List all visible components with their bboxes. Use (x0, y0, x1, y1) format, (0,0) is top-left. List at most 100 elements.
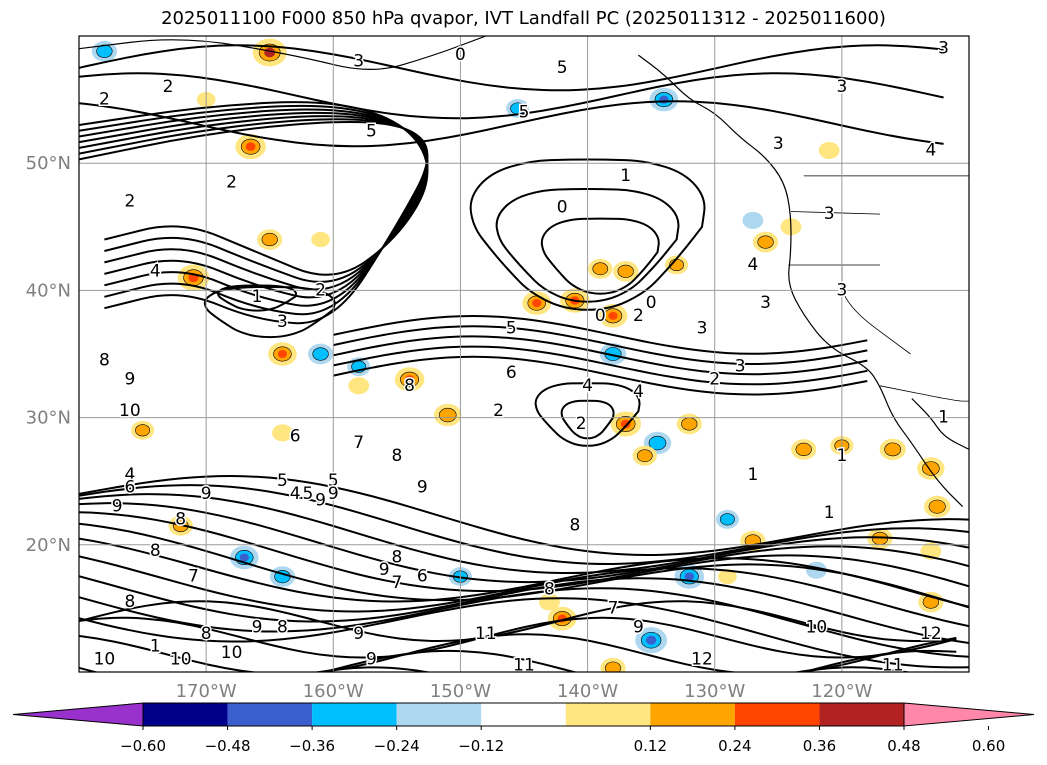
colorbar-tick-label: −0.24 (374, 737, 420, 755)
contour-label: 8 (201, 624, 212, 644)
colorbar-segment (565, 703, 651, 726)
contour-line-2 (79, 493, 969, 575)
contour-label: 3 (824, 204, 835, 224)
colorbar-tick-label: −0.48 (205, 737, 251, 755)
contour-label: 2 (315, 280, 326, 300)
contour-label: 5 (302, 484, 313, 504)
contour-label: 4 (747, 255, 758, 275)
x-tick-labels: 170°W 160°W 150°W 140°W 130°W 120°W (176, 681, 873, 702)
contour-label: 6 (506, 363, 517, 383)
contour-lines (79, 44, 969, 672)
contour-label: 8 (175, 509, 186, 529)
contour-line-14 (79, 649, 957, 672)
contour-line-25 (333, 335, 868, 376)
coastline-north-america (638, 54, 964, 508)
contour-line-29 (495, 187, 680, 303)
contour-label: 3 (760, 293, 771, 313)
contour-line-12 (79, 616, 957, 659)
shade-core-24 (684, 572, 695, 581)
shade-core-36 (239, 553, 249, 562)
shade-core-20 (620, 419, 631, 429)
shade-core-10 (404, 375, 415, 384)
contour-label: 2 (163, 77, 174, 97)
contour-label: 9 (328, 484, 339, 504)
contour-label: 7 (188, 567, 199, 587)
colorbar-segment (481, 703, 566, 726)
shade-mid-11 (438, 407, 457, 423)
contour-label: 9 (315, 490, 326, 510)
y-tick-label: 30°N (26, 408, 71, 429)
shade-mid-22 (681, 417, 698, 431)
colorbar-extend-min (12, 702, 144, 727)
contour-line-22 (79, 120, 429, 325)
contour-label: 3 (836, 280, 847, 300)
contour-label: 8 (404, 376, 415, 396)
shade-mid-3 (96, 44, 113, 58)
contour-label: 3 (836, 77, 847, 97)
chart-title: 2025011100 F000 850 hPa qvapor, IVT Land… (161, 8, 886, 29)
shade-mid-21 (648, 435, 667, 451)
contour-label: 3 (773, 134, 784, 154)
colorbar-tick-label: 0.36 (803, 737, 836, 755)
contour-label: 2 (493, 401, 504, 421)
contour-label: 5 (277, 471, 288, 491)
contour-label: 5 (519, 102, 530, 122)
colorbar-tick-label: −0.36 (289, 737, 335, 755)
contour-label: 3 (735, 357, 746, 377)
colorbar-tick-label: 0.60 (972, 737, 1005, 755)
contour-line-17 (79, 104, 429, 283)
x-tick-label: 160°W (303, 681, 364, 702)
colorbar-extend-max (903, 702, 1035, 727)
contour-line-19 (79, 111, 429, 299)
contour-label: 10 (119, 401, 141, 421)
contour-label: 8 (391, 446, 402, 466)
y-tick-labels: 20°N 30°N 40°N 50°N (26, 153, 71, 556)
contour-label: 8 (99, 350, 110, 370)
contour-label: 0 (557, 198, 568, 218)
shaded-layer (91, 38, 951, 672)
contour-label: 9 (201, 484, 212, 504)
contour-line-31 (534, 382, 641, 447)
contour-label: 9 (633, 617, 644, 637)
contour-line-33 (203, 285, 336, 339)
contour-label: 8 (569, 516, 580, 536)
y-tick-label: 20°N (26, 535, 71, 556)
contour-line-5 (79, 522, 969, 609)
contour-label: 9 (252, 617, 263, 637)
contour-label: 7 (608, 598, 619, 618)
plot-frame (78, 35, 970, 673)
contour-line-36 (79, 72, 944, 120)
shade-mid-15 (592, 262, 609, 276)
contour-label: 0 (455, 45, 466, 65)
shade-core-0 (264, 47, 276, 58)
shade-core-12 (532, 299, 542, 308)
contour-label: 7 (391, 573, 402, 593)
contour-label: 2 (99, 90, 110, 110)
contour-label: 5 (557, 58, 568, 78)
contour-label: 8 (544, 579, 555, 599)
contour-line-24 (333, 325, 868, 366)
shade-mid-43 (604, 661, 622, 672)
coastlines (79, 36, 969, 508)
contour-label: 1 (620, 166, 631, 186)
contour-label: 10 (170, 649, 192, 669)
contour-label: 1 (824, 503, 835, 523)
shade-core-16 (608, 311, 618, 320)
colorbar-tick-label: 0.48 (887, 737, 920, 755)
shade-outer-51 (718, 568, 737, 585)
contour-label: 8 (124, 592, 135, 612)
contour-label: 11 (882, 656, 904, 676)
contour-line-20 (79, 115, 429, 307)
x-tick-label: 130°W (684, 681, 745, 702)
x-tick-label: 170°W (176, 681, 237, 702)
colorbar-segment (396, 703, 482, 726)
contour-line-28 (469, 158, 706, 311)
colorbar-tick-label: 0.24 (718, 737, 751, 755)
colorbar-tick-label: 0.12 (634, 737, 667, 755)
colorbar-segment (734, 703, 820, 726)
shade-mid-46 (719, 513, 735, 526)
contour-line-23 (333, 314, 868, 355)
y-tick-label: 50°N (26, 153, 71, 174)
